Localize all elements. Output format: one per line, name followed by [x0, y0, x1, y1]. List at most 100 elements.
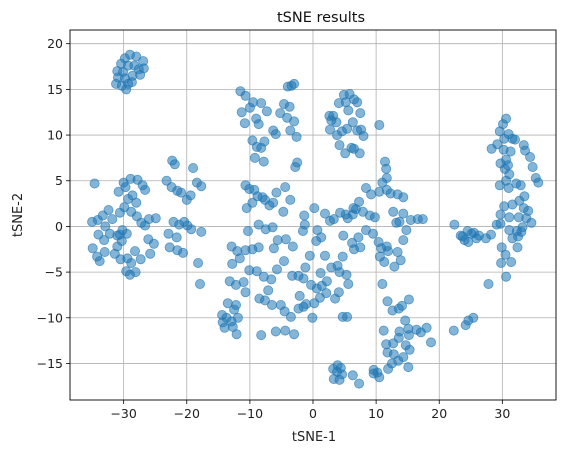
scatter-point [326, 115, 337, 126]
scatter-point [241, 203, 252, 214]
scatter-point [389, 261, 400, 272]
scatter-point [150, 213, 161, 224]
scatter-point [353, 232, 364, 243]
scatter-point [135, 254, 146, 265]
scatter-point [291, 131, 302, 142]
scatter-point [311, 235, 322, 246]
scatter-point [271, 264, 282, 275]
scatter-point [272, 235, 283, 246]
scatter-point [87, 243, 98, 254]
scatter-point [358, 130, 369, 141]
scatter-point [379, 256, 390, 267]
scatter-point [266, 299, 277, 310]
scatter-point [526, 217, 537, 228]
scatter-point [515, 180, 526, 191]
scatter-point [516, 226, 527, 237]
scatter-point [251, 266, 262, 277]
x-tick-label: 0 [309, 406, 317, 421]
scatter-point [289, 78, 300, 89]
scatter-point [309, 203, 320, 214]
scatter-point [352, 97, 363, 108]
scatter-point [502, 160, 513, 171]
scatter-point [377, 278, 388, 289]
scatter-point [374, 372, 385, 383]
scatter-point [337, 251, 348, 262]
scatter-point [505, 146, 516, 157]
scatter-point [342, 311, 353, 322]
scatter-point [285, 194, 296, 205]
scatter-point [527, 161, 538, 172]
scatter-point [280, 182, 291, 193]
scatter-point [533, 177, 544, 188]
scatter-point [103, 204, 114, 215]
y-axis-label: tSNE-2 [11, 193, 26, 237]
scatter-point [229, 304, 240, 315]
scatter-point [193, 257, 204, 268]
scatter-point [342, 213, 353, 224]
scatter-point [343, 278, 354, 289]
scatter-point [347, 117, 358, 128]
scatter-point [355, 108, 366, 119]
x-axis-label: tSNE-1 [292, 430, 336, 445]
scatter-point [341, 269, 352, 280]
scatter-point [123, 193, 134, 204]
scatter-point [383, 246, 394, 257]
x-tick-label: −10 [237, 406, 263, 421]
scatter-point [107, 214, 118, 225]
scatter-point [236, 107, 247, 118]
scatter-point [240, 90, 251, 101]
scatter-point [403, 330, 414, 341]
scatter-point [404, 344, 415, 355]
scatter-point [332, 360, 343, 371]
scatter-point [87, 216, 98, 227]
scatter-point [328, 214, 339, 225]
y-tick-label: 15 [47, 82, 63, 97]
scatter-point [267, 222, 278, 233]
scatter-point [378, 325, 389, 336]
scatter-point [275, 108, 286, 119]
scatter-point [194, 278, 205, 289]
scatter-point [119, 202, 130, 213]
scatter-point [263, 285, 274, 296]
scatter-point [289, 116, 300, 127]
scatter-point [285, 125, 296, 136]
scatter-point [520, 145, 531, 156]
scatter-point [448, 325, 459, 336]
scatter-point [377, 177, 388, 188]
scatter-point [499, 201, 510, 212]
scatter-point [347, 370, 358, 381]
scatter-point [340, 148, 351, 159]
scatter-point [486, 143, 497, 154]
scatter-point [367, 228, 378, 239]
y-tick-label: −15 [37, 356, 63, 371]
scatter-point [398, 352, 409, 363]
scatter-point [109, 248, 120, 259]
scatter-point [495, 209, 506, 220]
scatter-point [354, 148, 365, 159]
scatter-point [270, 326, 281, 337]
scatter-point [494, 126, 505, 137]
y-tick-label: −10 [37, 310, 63, 325]
scatter-point [181, 194, 192, 205]
scatter-point [256, 98, 267, 109]
scatter-point [145, 248, 156, 259]
scatter-point [130, 267, 141, 278]
scatter-point [177, 247, 188, 258]
scatter-point [500, 249, 511, 260]
scatter-points [87, 49, 544, 389]
scatter-point [264, 200, 275, 211]
scatter-point [285, 311, 296, 322]
scatter-point [417, 214, 428, 225]
scatter-point [242, 225, 253, 236]
scatter-point [278, 206, 289, 217]
scatter-point [219, 322, 230, 333]
scatter-point [259, 136, 270, 147]
scatter-point [234, 253, 245, 264]
scatter-point [301, 299, 312, 310]
x-tick-label: 10 [368, 406, 384, 421]
scatter-point [504, 212, 515, 223]
scatter-point [182, 220, 193, 231]
scatter-point [401, 225, 412, 236]
scatter-point [287, 241, 298, 252]
